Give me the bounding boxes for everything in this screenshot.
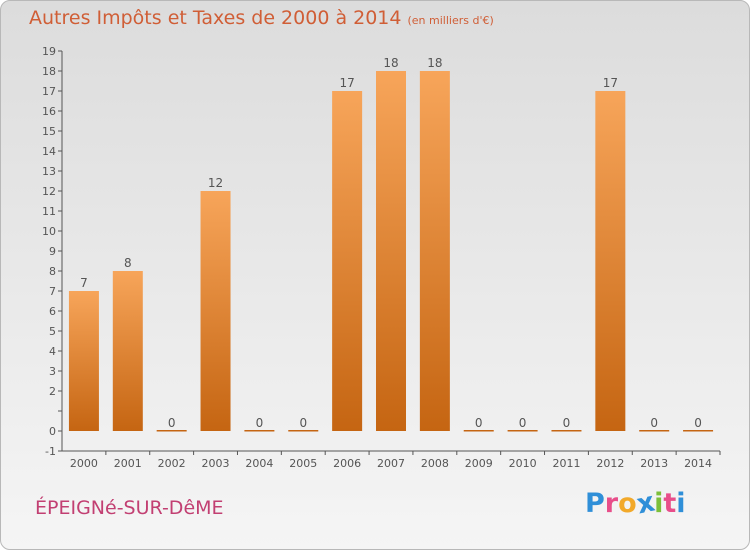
bar-2004 <box>244 430 275 432</box>
logo-letter: t <box>663 488 677 519</box>
data-label-2007: 18 <box>383 56 398 70</box>
x-tick-label-2012: 2012 <box>596 457 624 470</box>
x-tick-label-2005: 2005 <box>289 457 317 470</box>
bar-2007 <box>376 71 406 431</box>
x-tick-label-2000: 2000 <box>70 457 98 470</box>
y-tick-label: 9 <box>49 245 56 258</box>
data-label-2006: 17 <box>339 76 354 90</box>
bar-2014 <box>683 430 714 432</box>
bar-2006 <box>332 91 363 431</box>
title-unit: (en milliers d'€) <box>407 14 494 27</box>
proxiti-logo[interactable]: Proxiti <box>585 487 686 521</box>
data-label-2005: 0 <box>299 416 307 430</box>
y-tick-label: 4 <box>49 345 56 358</box>
x-tick-label-2003: 2003 <box>202 457 230 470</box>
bar-2008 <box>419 71 450 431</box>
y-tick-label: 0 <box>49 425 56 438</box>
y-tick-label: 14 <box>42 145 56 158</box>
y-tick-label: 18 <box>42 65 56 78</box>
y-tick-label: 6 <box>49 305 56 318</box>
data-label-2001: 8 <box>124 256 132 270</box>
y-tick-label: 3 <box>49 365 56 378</box>
data-label-2012: 17 <box>603 76 618 90</box>
logo-letter: o <box>618 488 637 519</box>
x-tick-label-2002: 2002 <box>158 457 186 470</box>
y-tick-label: 12 <box>42 185 56 198</box>
logo-letter: i <box>654 488 664 519</box>
y-tick-label: 17 <box>42 85 56 98</box>
bar-2011 <box>551 430 582 432</box>
y-tick-label: 19 <box>42 45 56 58</box>
x-tick-label-2013: 2013 <box>640 457 668 470</box>
logo-letter: i <box>676 488 686 519</box>
chart-title: Autres Impôts et Taxes de 2000 à 2014 (en… <box>29 7 494 29</box>
y-tick-label: 11 <box>42 205 56 218</box>
x-tick-label-2007: 2007 <box>377 457 405 470</box>
bar-2009 <box>463 430 494 432</box>
data-label-2008: 18 <box>427 56 442 70</box>
commune-name: ÉPEIGNé-SUR-DêME <box>35 497 224 519</box>
data-label-2013: 0 <box>650 416 658 430</box>
logo-letter: r <box>604 488 619 519</box>
y-tick-label: 15 <box>42 125 56 138</box>
y-tick-label: 8 <box>49 265 56 278</box>
bar-2013 <box>639 430 670 432</box>
data-label-2014: 0 <box>694 416 702 430</box>
bar-2012 <box>595 91 626 431</box>
logo-letter: P <box>585 488 605 519</box>
x-tick-label-2014: 2014 <box>684 457 712 470</box>
title-text: Autres Impôts et Taxes de 2000 à 2014 <box>29 7 402 29</box>
y-tick-label: 10 <box>42 225 56 238</box>
x-tick-label-2011: 2011 <box>552 457 580 470</box>
data-label-2002: 0 <box>168 416 176 430</box>
bar-2002 <box>156 430 187 432</box>
x-tick-label-2004: 2004 <box>245 457 273 470</box>
x-tick-label-2001: 2001 <box>114 457 142 470</box>
y-tick-label: 16 <box>42 105 56 118</box>
x-tick-label-2009: 2009 <box>465 457 493 470</box>
data-label-2011: 0 <box>563 416 571 430</box>
data-label-2010: 0 <box>519 416 527 430</box>
data-label-2004: 0 <box>256 416 264 430</box>
y-tick-label: 13 <box>42 165 56 178</box>
x-tick-label-2010: 2010 <box>509 457 537 470</box>
data-label-2000: 7 <box>80 276 88 290</box>
bar-2000 <box>68 291 99 431</box>
x-tick-label-2008: 2008 <box>421 457 449 470</box>
y-tick-label: -1 <box>45 445 56 458</box>
data-label-2003: 12 <box>208 176 223 190</box>
bar-2010 <box>507 430 538 432</box>
y-tick-label: 5 <box>49 325 56 338</box>
data-label-2009: 0 <box>475 416 483 430</box>
bar-2001 <box>112 271 143 431</box>
y-tick-label: 7 <box>49 285 56 298</box>
x-tick-label-2006: 2006 <box>333 457 361 470</box>
y-tick-label: 2 <box>49 385 56 398</box>
bar-2003 <box>200 191 231 431</box>
bar-2005 <box>288 430 319 432</box>
